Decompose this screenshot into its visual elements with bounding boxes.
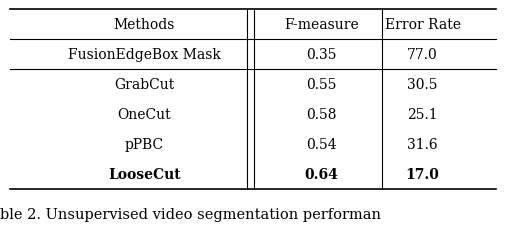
- Text: LooseCut: LooseCut: [108, 167, 180, 181]
- Text: 30.5: 30.5: [407, 78, 437, 92]
- Text: 17.0: 17.0: [405, 167, 438, 181]
- Text: OneCut: OneCut: [117, 108, 171, 121]
- Text: ble 2. Unsupervised video segmentation performan: ble 2. Unsupervised video segmentation p…: [0, 207, 380, 221]
- Text: 0.55: 0.55: [306, 78, 336, 92]
- Text: 77.0: 77.0: [407, 48, 437, 62]
- Text: F-measure: F-measure: [283, 18, 358, 32]
- Text: Error Rate: Error Rate: [384, 18, 460, 32]
- Text: 25.1: 25.1: [407, 108, 437, 121]
- Text: 0.54: 0.54: [306, 137, 336, 151]
- Text: 0.35: 0.35: [306, 48, 336, 62]
- Text: FusionEdgeBox Mask: FusionEdgeBox Mask: [68, 48, 220, 62]
- Text: 31.6: 31.6: [407, 137, 437, 151]
- Text: GrabCut: GrabCut: [114, 78, 174, 92]
- Text: pPBC: pPBC: [124, 137, 164, 151]
- Text: 0.58: 0.58: [306, 108, 336, 121]
- Text: Methods: Methods: [113, 18, 175, 32]
- Text: 0.64: 0.64: [304, 167, 337, 181]
